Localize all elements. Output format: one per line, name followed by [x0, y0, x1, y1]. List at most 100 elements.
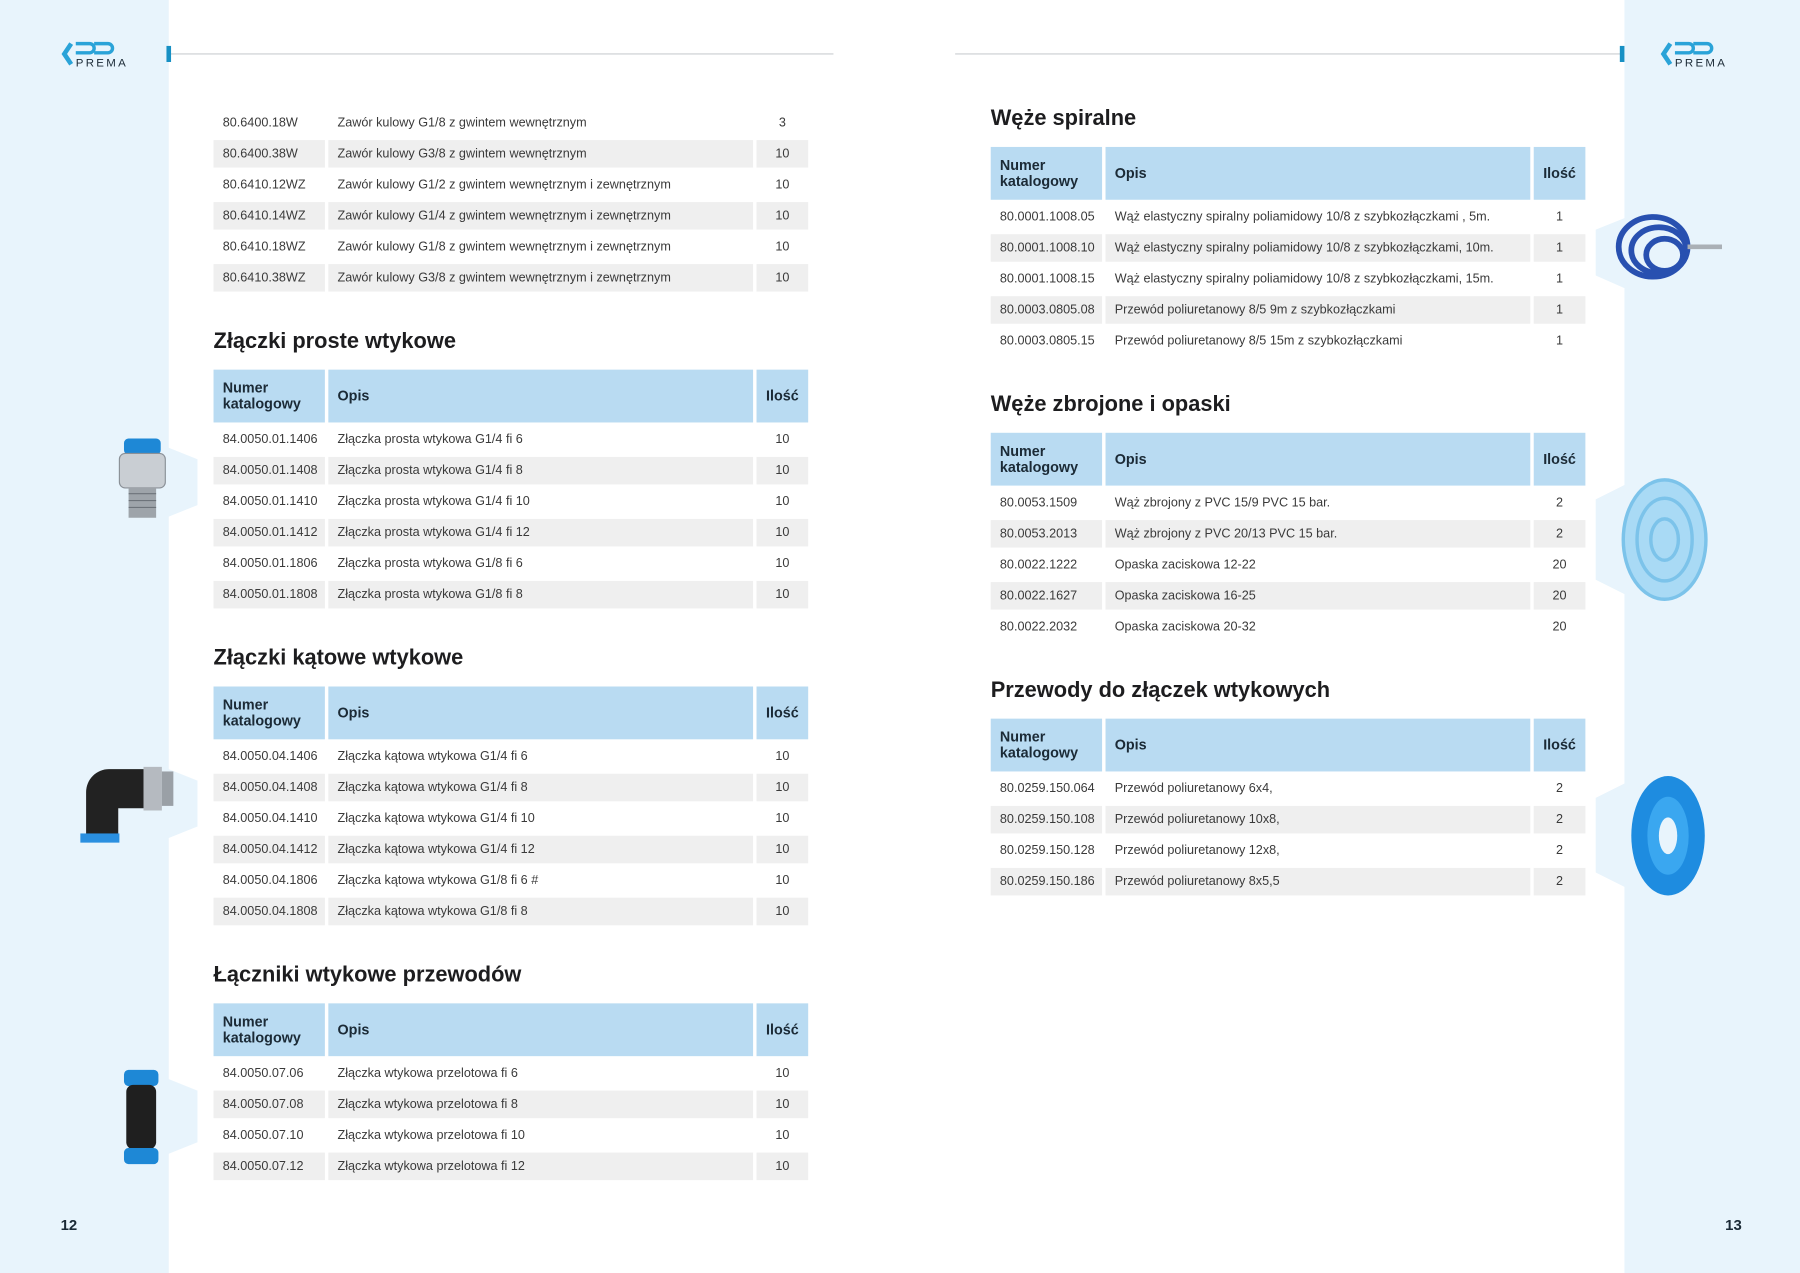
catalog-number: 80.0259.150.128 [999, 843, 1095, 858]
right-page-content: Węże spiralne Numer katalogowy Opis Ilość 80… [990, 101, 1586, 928]
catalog-number: 84.0050.07.10 [222, 1128, 304, 1143]
header-cell: Opis [1105, 432, 1531, 486]
header-cell: Ilość [1533, 146, 1586, 200]
catalog-number: 80.6410.18WZ [222, 239, 306, 254]
section: Węże zbrojone i opaski Numer katalogowy Op… [990, 387, 1586, 641]
quantity: 10 [756, 202, 809, 230]
catalog-number: 84.0050.04.1808 [213, 897, 325, 926]
description: Przewód poliuretanowy 8/5 9m z szybkozłą… [1105, 296, 1531, 324]
header-cell: Opis [328, 1003, 754, 1057]
quantity: 20 [1552, 557, 1567, 572]
section: Złączki proste wtykowe Numer katalogowy Op… [213, 324, 809, 609]
description: Zawór kulowy G1/8 z gwintem wewnętrznym … [337, 239, 671, 254]
header-cell: Opis [1105, 146, 1531, 200]
header-cell: Ilość [756, 686, 809, 740]
description: Zawór kulowy G1/2 z gwintem wewnętrznym … [337, 177, 671, 192]
description: Wąż zbrojony z PVC 20/13 PVC 15 bar. [1105, 520, 1531, 548]
description: Złączka wtykowa przelotowa fi 8 [328, 1090, 754, 1119]
header-cell: Ilość [1533, 432, 1586, 486]
table: 80.6400.18W Zawór kulowy G1/8 z gwintem w… [213, 109, 809, 292]
description: Złączka prosta wtykowa G1/4 fi 12 [328, 518, 754, 547]
quantity: 1 [1556, 272, 1564, 286]
description: Złączka wtykowa przelotowa fi 12 [328, 1152, 754, 1181]
catalog-number: 80.0259.150.186 [990, 867, 1103, 896]
header-cell: Numer katalogowy [213, 369, 325, 423]
description: Przewód poliuretanowy 10x8, [1105, 805, 1531, 834]
quantity: 10 [756, 264, 809, 292]
catalog-number: 84.0050.04.1406 [222, 749, 318, 764]
catalog-number: 84.0050.01.1408 [213, 456, 325, 485]
header-cell: Opis [328, 686, 754, 740]
catalog-number: 84.0050.04.1806 [222, 873, 318, 888]
description: Przewód poliuretanowy 8/5 15m z szybkozł… [1114, 334, 1403, 348]
header-accent [1619, 45, 1625, 62]
header-cell: Numer katalogowy [990, 432, 1103, 486]
quantity: 10 [775, 177, 790, 192]
catalog-number: 80.6400.18W [222, 115, 298, 130]
quantity: 2 [1533, 520, 1586, 548]
table: Numer katalogowy Opis Ilość 84.0050.04.1406… [213, 686, 809, 926]
description: Złączka prosta wtykowa G1/4 fi 6 [337, 432, 523, 447]
section: Złączki kątowe wtykowe Numer katalogowy Op… [213, 641, 809, 926]
description: Złączka kątowa wtykowa G1/8 fi 6 # [337, 873, 539, 888]
catalog-number: 80.6410.12WZ [222, 177, 306, 192]
description: Opaska zaciskowa 20-32 [1114, 619, 1256, 634]
catalog-number: 84.0050.07.12 [213, 1152, 325, 1181]
section-title: Przewody do złączek wtykowych [990, 678, 1331, 703]
header-cell: Ilość [756, 1003, 809, 1057]
quantity: 10 [756, 1152, 809, 1181]
header-cell: Numer katalogowy [990, 718, 1103, 772]
left-page-content: 80.6400.18W Zawór kulowy G1/8 z gwintem w… [213, 109, 809, 1212]
catalog-number: 80.0022.1627 [990, 582, 1103, 610]
page-number: 12 [61, 1217, 78, 1234]
description: Wąż zbrojony z PVC 15/9 PVC 15 bar. [1114, 495, 1331, 510]
quantity: 1 [1556, 334, 1564, 348]
table: Numer katalogowy Opis Ilość 84.0050.01.1406… [213, 369, 809, 609]
quantity: 10 [756, 835, 809, 864]
catalog-number: 84.0050.07.06 [222, 1066, 304, 1081]
quantity: 1 [1556, 210, 1564, 224]
quantity: 10 [775, 749, 790, 764]
description: Przewód poliuretanowy 8x5,5 [1105, 867, 1531, 896]
catalog-number: 84.0050.04.1408 [213, 773, 325, 802]
section: Węże spiralne Numer katalogowy Opis Ilość 80… [990, 101, 1586, 355]
quantity: 1 [1533, 234, 1586, 262]
table: Numer katalogowy Opis Ilość 80.0053.1509 Wąż… [990, 432, 1586, 641]
left-sidebar [0, 0, 169, 1273]
header-cell: Ilość [1533, 718, 1586, 772]
description: Wąż elastyczny spiralny poliamidowy 10/8… [1105, 234, 1531, 262]
description: Przewód poliuretanowy 12x8, [1114, 843, 1280, 858]
quantity: 10 [775, 239, 790, 254]
quantity: 10 [756, 580, 809, 609]
description: Złączka prosta wtykowa G1/4 fi 10 [337, 494, 530, 509]
catalog-number: 84.0050.04.1410 [222, 811, 318, 826]
logo: PREMA [61, 41, 128, 70]
catalog-number: 80.6410.38WZ [213, 264, 325, 292]
section-title: Węże spiralne [990, 106, 1137, 131]
catalog-number: 84.0050.01.1806 [222, 556, 318, 571]
product-elbow-fitting [80, 766, 174, 843]
product-spiral-hose [1615, 214, 1723, 280]
quantity: 10 [775, 1066, 790, 1081]
catalog-number: 84.0050.01.1412 [213, 518, 325, 547]
quantity: 10 [775, 432, 790, 447]
catalog-number: 80.6410.14WZ [213, 202, 325, 230]
quantity: 1 [1533, 296, 1586, 324]
quantity: 10 [756, 140, 809, 168]
logo-text: PREMA [76, 58, 128, 70]
section: Łączniki wtykowe przewodów Numer katalogo… [213, 957, 809, 1181]
quantity: 10 [756, 897, 809, 926]
description: Złączka wtykowa przelotowa fi 6 [337, 1066, 518, 1081]
catalog-number: 80.0259.150.108 [990, 805, 1103, 834]
product-straight-fitting [118, 438, 166, 518]
catalog-number: 84.0050.01.1808 [213, 580, 325, 609]
header-accent [166, 45, 172, 62]
quantity: 2 [1556, 781, 1564, 796]
catalog-number: 80.0003.0805.08 [990, 296, 1103, 324]
quantity: 10 [756, 518, 809, 547]
catalog-number: 80.0001.1008.15 [999, 272, 1095, 286]
logo: PREMA [1660, 41, 1725, 70]
description: Złączka kątowa wtykowa G1/4 fi 6 [337, 749, 528, 764]
header-cell: Opis [1105, 718, 1531, 772]
description: Wąż elastyczny spiralny poliamidowy 10/8… [1114, 210, 1491, 224]
